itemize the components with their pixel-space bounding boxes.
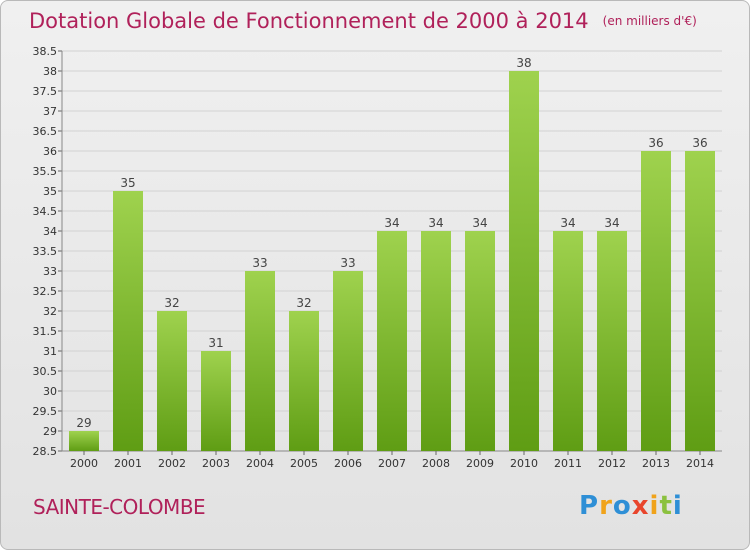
data-label: 33 — [252, 256, 267, 270]
bar — [421, 231, 451, 451]
title-text: Dotation Globale de Fonctionnement de 20… — [29, 9, 589, 33]
y-tick-label: 36.5 — [33, 125, 58, 138]
x-tick-label: 2014 — [686, 457, 714, 470]
y-tick-label: 38.5 — [33, 45, 58, 58]
x-tick-label: 2001 — [114, 457, 142, 470]
y-tick-label: 35.5 — [33, 165, 58, 178]
bar — [377, 231, 407, 451]
logo-letter: P — [579, 491, 600, 521]
x-tick-label: 2000 — [70, 457, 98, 470]
data-label: 32 — [296, 296, 311, 310]
bar — [509, 71, 539, 451]
x-tick-label: 2012 — [598, 457, 626, 470]
x-tick-label: 2008 — [422, 457, 450, 470]
y-tick-label: 28.5 — [33, 445, 58, 458]
bar — [113, 191, 143, 451]
data-label: 33 — [340, 256, 355, 270]
data-label: 35 — [120, 176, 135, 190]
logo-letter: i — [672, 491, 683, 521]
y-tick-label: 30.5 — [33, 365, 58, 378]
x-tick-label: 2002 — [158, 457, 186, 470]
logo-letter: x — [631, 491, 650, 521]
y-tick-label: 35 — [43, 185, 57, 198]
data-label: 32 — [164, 296, 179, 310]
x-tick-label: 2003 — [202, 457, 230, 470]
y-tick-label: 31 — [43, 345, 57, 358]
y-tick-label: 33.5 — [33, 245, 58, 258]
data-label: 29 — [76, 416, 91, 430]
chart-title: Dotation Globale de Fonctionnement de 20… — [29, 9, 697, 33]
y-tick-label: 30 — [43, 385, 57, 398]
y-tick-label: 38 — [43, 65, 57, 78]
logo-letter: i — [649, 491, 660, 521]
y-tick-label: 34.5 — [33, 205, 58, 218]
bar — [597, 231, 627, 451]
y-tick-label: 33 — [43, 265, 57, 278]
x-tick-label: 2005 — [290, 457, 318, 470]
bar — [201, 351, 231, 451]
y-tick-label: 31.5 — [33, 325, 58, 338]
bar — [333, 271, 363, 451]
data-label: 34 — [472, 216, 487, 230]
bar — [245, 271, 275, 451]
y-tick-label: 37.5 — [33, 85, 58, 98]
data-label: 36 — [692, 136, 707, 150]
bar — [465, 231, 495, 451]
logo-letter: t — [659, 491, 673, 521]
y-tick-label: 29.5 — [33, 405, 58, 418]
unit-note: (en milliers d'€) — [602, 14, 697, 28]
logo-letter: r — [599, 491, 613, 521]
logo-letter: o — [612, 491, 632, 521]
y-tick-label: 32 — [43, 305, 57, 318]
y-tick-label: 37 — [43, 105, 57, 118]
x-tick-label: 2007 — [378, 457, 406, 470]
x-tick-label: 2006 — [334, 457, 362, 470]
bar — [157, 311, 187, 451]
proxiti-logo: Proxiti — [579, 491, 683, 521]
data-label: 34 — [604, 216, 619, 230]
data-label: 34 — [428, 216, 443, 230]
data-label: 31 — [208, 336, 223, 350]
bar — [641, 151, 671, 451]
data-label: 34 — [560, 216, 575, 230]
x-tick-label: 2004 — [246, 457, 274, 470]
data-label: 38 — [516, 56, 531, 70]
y-tick-label: 32.5 — [33, 285, 58, 298]
data-label: 36 — [648, 136, 663, 150]
x-tick-label: 2013 — [642, 457, 670, 470]
y-tick-label: 36 — [43, 145, 57, 158]
bars — [69, 71, 715, 451]
bar — [685, 151, 715, 451]
data-label: 34 — [384, 216, 399, 230]
bar — [69, 431, 99, 451]
y-tick-label: 34 — [43, 225, 57, 238]
x-tick-label: 2009 — [466, 457, 494, 470]
bar — [289, 311, 319, 451]
labels: 28.5 29 29.5 30 30.5 31 31.5 32 32.5 33 33.5 34 34.5… — [33, 45, 715, 470]
commune-name: SAINTE-COLOMBE — [33, 495, 206, 519]
bar — [553, 231, 583, 451]
y-tick-label: 29 — [43, 425, 57, 438]
x-tick-label: 2010 — [510, 457, 538, 470]
x-tick-label: 2011 — [554, 457, 582, 470]
